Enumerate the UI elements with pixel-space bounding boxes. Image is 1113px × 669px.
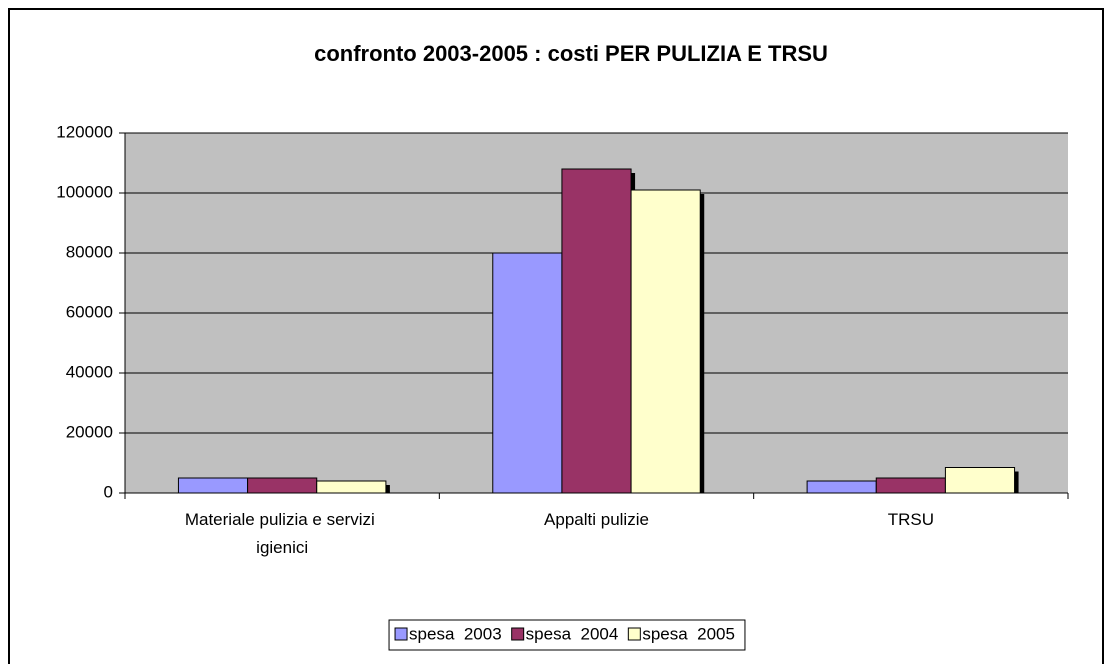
bar	[875, 477, 946, 494]
bar-shadow	[1014, 471, 1019, 493]
chart-title: confronto 2003-2005 : costi PER PULIZIA …	[314, 41, 828, 66]
bar	[177, 477, 249, 494]
y-tick-label: 100000	[56, 182, 113, 201]
y-tick-label: 20000	[66, 422, 113, 441]
legend-box	[388, 619, 746, 651]
legend: spesa 2003 spesa 2004 spesa 2005	[388, 619, 746, 651]
bar	[561, 168, 632, 494]
y-tick-label: 120000	[56, 122, 113, 141]
y-tick-label: 0	[104, 482, 113, 501]
legend-label: spesa 2004	[526, 624, 619, 643]
bar	[316, 480, 387, 494]
x-tick-label: Materiale pulizia e servizi igienici	[185, 510, 380, 557]
legend-swatch	[394, 627, 408, 641]
legend-swatch	[627, 627, 641, 641]
legend-label: spesa 2003	[409, 624, 502, 643]
bar	[944, 467, 1016, 494]
bar-shadow	[700, 194, 705, 493]
bar	[492, 252, 563, 494]
legend-label: spesa 2005	[642, 624, 735, 643]
bar	[630, 189, 701, 494]
x-tick-label: Appalti pulizie	[544, 510, 649, 529]
y-tick-label: 60000	[66, 302, 113, 321]
bar-shadow	[385, 485, 390, 493]
y-tick-label: 80000	[66, 242, 113, 261]
bar	[806, 480, 877, 494]
x-tick-label: TRSU	[888, 510, 934, 529]
y-tick-label: 40000	[66, 362, 113, 381]
legend-swatch	[511, 627, 525, 641]
bar	[247, 477, 318, 494]
